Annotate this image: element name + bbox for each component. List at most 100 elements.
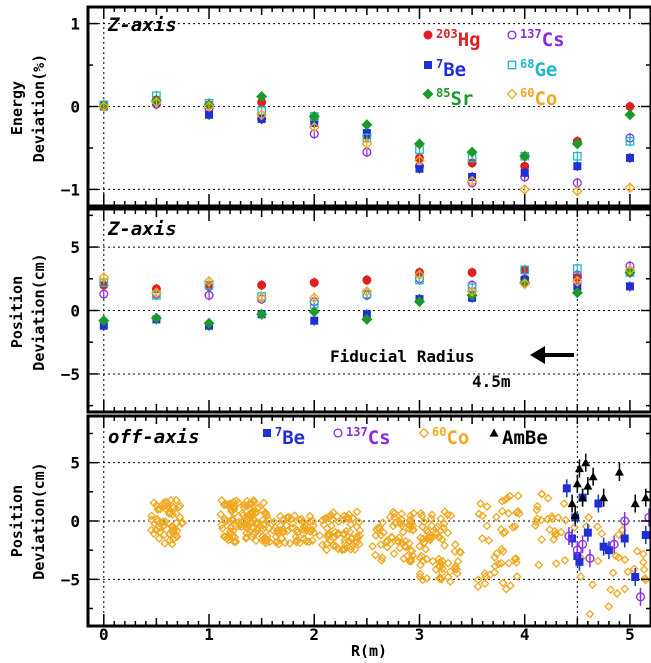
point-co [498,546,508,556]
point-co [217,520,226,530]
point-be [583,528,592,537]
point-co [155,527,165,537]
point-co [508,522,518,532]
panel-position-offaxis-marks [147,453,651,619]
point-sr [571,287,583,299]
point-be [620,534,629,543]
point-co [377,553,387,563]
point-co [497,506,507,516]
point-co [231,537,241,547]
point-co [553,513,563,522]
point-co [300,523,310,533]
point-co [398,527,408,537]
point-co [328,541,338,551]
point-co [389,512,399,522]
point-co [597,529,607,539]
point-co [496,558,506,568]
legend-element: Be [443,59,466,81]
point-co [297,514,306,524]
point-co [559,499,569,508]
point-co [339,529,348,539]
point-co [221,500,231,510]
point-co [378,518,388,528]
point-co [466,175,478,187]
point-co [361,286,373,297]
point-sr [519,150,531,162]
point-co [519,278,531,290]
point-co [352,532,362,541]
y-tick-label--5: −5 [61,365,80,384]
legend-element: Cs [542,29,565,51]
point-co [251,528,261,537]
point-co [370,550,380,560]
point-co [258,515,268,525]
y-tick-label-0: 0 [70,98,80,117]
legend-element: Sr [450,88,473,110]
point-co [434,573,444,583]
legend-entry-cs: 137Cs [333,425,391,449]
y-tick-label--5: −5 [61,570,80,589]
legend-entry-be: 7Be [424,57,466,81]
point-co [396,514,406,524]
point-co [620,555,630,565]
point-co [550,530,560,539]
point-co [416,533,425,543]
point-co [226,529,236,539]
point-co [512,572,522,581]
point-co [519,183,531,195]
point-co [368,541,377,551]
point-co [409,525,418,535]
point-co [340,529,350,539]
legend-marker-ge [507,60,517,70]
point-be [310,316,319,325]
legend-label-cs: 137Cs [520,27,565,51]
legend-isotope-mass: 68 [520,57,534,71]
point-co [611,551,621,561]
point-co [98,101,110,112]
point-ambe [567,499,577,508]
point-co [272,526,282,536]
panel-energy-z-grid [88,7,651,206]
point-co [264,524,274,533]
point-co [561,515,570,525]
point-co [244,499,254,509]
legend-marker-ambe [489,428,499,437]
point-co [608,568,618,578]
panel-position-offaxis-legend: 7Be 137Cs 60Co AmBe [263,425,548,449]
point-co [445,567,455,576]
point-co [436,574,446,584]
legend-marker-be [263,429,271,437]
point-co [612,589,622,598]
point-co [491,512,501,522]
panel-position-z-title: Z-axis [107,218,177,240]
y-tick-label-0: 0 [70,302,80,321]
point-co [220,514,230,524]
point-co [291,537,301,547]
legend-element: Be [282,427,305,449]
point-co [623,567,633,577]
point-ambe [588,472,598,481]
point-ambe [630,499,640,508]
fiducial-radius-arrow [530,346,574,364]
point-co [154,534,164,543]
point-co [406,511,415,521]
point-co [490,567,500,577]
point-cs [204,290,214,300]
point-co [376,530,386,540]
point-co [419,517,429,527]
legend-marker-be [424,61,432,69]
point-co [425,535,435,545]
legend-label-be: 7Be [275,425,305,449]
point-co [537,535,547,545]
legend-isotope-mass: 203 [436,27,458,41]
legend-entry-be: 7Be [263,425,305,449]
point-co [166,508,175,518]
legend-isotope-mass: 137 [520,27,542,41]
x-tick-label-2: 2 [309,625,319,644]
point-sr [361,119,373,131]
point-co [252,504,262,513]
legend-label-hg: 203Hg [436,27,481,51]
panel-energy-z-ylabel-line2: Deviation(%) [30,54,48,162]
point-co [223,499,233,509]
point-co [450,540,460,549]
